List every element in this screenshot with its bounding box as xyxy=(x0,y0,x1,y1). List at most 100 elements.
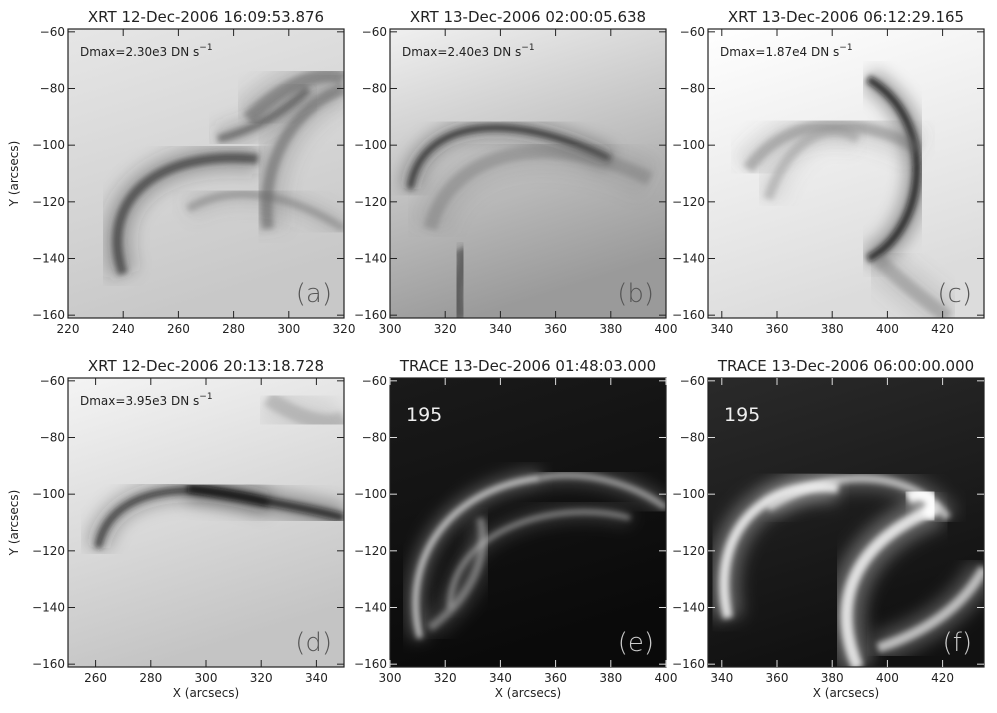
dmax-exponent: −1 xyxy=(199,43,212,53)
wavelength-label: 195 xyxy=(724,404,760,426)
panel-title: TRACE 13-Dec-2006 01:48:03.000 xyxy=(399,357,656,375)
dmax-annotation: Dmax=2.40e3 DN s−1 xyxy=(402,43,535,59)
panel-label: (b) xyxy=(617,279,654,309)
x-tick-label: 340 xyxy=(710,671,733,685)
x-tick-label: 420 xyxy=(931,322,954,336)
x-tick-label: 300 xyxy=(379,322,402,336)
panel-label: (e) xyxy=(618,628,654,658)
y-tick-label: −120 xyxy=(32,195,65,209)
y-tick-label: −100 xyxy=(32,487,65,501)
y-tick-label: −120 xyxy=(354,544,387,558)
x-tick-label: 240 xyxy=(112,322,135,336)
y-tick-label: −60 xyxy=(680,25,705,39)
y-tick-label: −100 xyxy=(672,487,705,501)
panel-image xyxy=(68,29,344,318)
x-tick-label: 280 xyxy=(139,671,162,685)
panel-label: (d) xyxy=(295,628,332,658)
y-tick-label: −80 xyxy=(40,82,65,96)
y-tick-label: −80 xyxy=(680,82,705,96)
y-tick-label: −120 xyxy=(354,195,387,209)
x-tick-label: 400 xyxy=(876,671,899,685)
y-tick-label: −140 xyxy=(672,601,705,615)
x-tick-label: 320 xyxy=(434,671,457,685)
y-tick-label: −140 xyxy=(354,601,387,615)
panel-image xyxy=(390,29,666,319)
panel-label: (c) xyxy=(937,279,972,309)
y-tick-label: −140 xyxy=(32,601,65,615)
y-tick-label: −160 xyxy=(32,308,65,322)
y-tick-label: −120 xyxy=(32,544,65,558)
x-tick-label: 360 xyxy=(544,671,567,685)
dmax-text: Dmax=2.30e3 DN s xyxy=(80,45,199,59)
x-tick-label: 380 xyxy=(821,671,844,685)
x-tick-label: 300 xyxy=(195,671,218,685)
x-tick-label: 380 xyxy=(599,322,622,336)
y-tick-label: −60 xyxy=(40,25,65,39)
y-tick-label: −140 xyxy=(672,252,705,266)
y-tick-label: −100 xyxy=(354,138,387,152)
x-tick-label: 280 xyxy=(222,322,245,336)
x-tick-label: 420 xyxy=(931,671,954,685)
x-axis-label: X (arcsecs) xyxy=(495,686,562,700)
panel-title: XRT 13-Dec-2006 06:12:29.165 xyxy=(728,8,964,26)
dmax-exponent: −1 xyxy=(521,43,534,53)
dmax-annotation: Dmax=1.87e4 DN s−1 xyxy=(720,43,853,59)
x-tick-label: 360 xyxy=(544,322,567,336)
y-tick-label: −100 xyxy=(32,138,65,152)
panel-label: (f) xyxy=(943,628,972,658)
y-tick-label: −120 xyxy=(672,544,705,558)
x-tick-label: 320 xyxy=(333,322,356,336)
dmax-exponent: −1 xyxy=(199,392,212,402)
x-tick-label: 340 xyxy=(710,322,733,336)
dmax-exponent: −1 xyxy=(839,43,852,53)
panel-image xyxy=(68,378,344,667)
image-background xyxy=(708,29,984,318)
panel-title: XRT 13-Dec-2006 02:00:05.638 xyxy=(410,8,646,26)
dmax-text: Dmax=2.40e3 DN s xyxy=(402,45,521,59)
figure: 220240260280300320−60−80−100−120−140−160… xyxy=(0,0,997,709)
x-axis-label: X (arcsecs) xyxy=(173,686,240,700)
dmax-annotation: Dmax=2.30e3 DN s−1 xyxy=(80,43,213,59)
x-tick-label: 360 xyxy=(766,322,789,336)
x-tick-label: 400 xyxy=(655,671,678,685)
y-axis-label: Y (arcsecs) xyxy=(7,490,21,557)
x-tick-label: 320 xyxy=(250,671,273,685)
loop xyxy=(457,249,463,319)
y-tick-label: −60 xyxy=(362,25,387,39)
y-tick-label: −80 xyxy=(362,82,387,96)
x-tick-label: 220 xyxy=(57,322,80,336)
y-tick-label: −160 xyxy=(354,657,387,671)
y-tick-label: −160 xyxy=(354,308,387,322)
y-tick-label: −60 xyxy=(40,374,65,388)
y-tick-label: −60 xyxy=(362,374,387,388)
x-tick-label: 380 xyxy=(599,671,622,685)
y-tick-label: −160 xyxy=(672,657,705,671)
panel-title: XRT 12-Dec-2006 16:09:53.876 xyxy=(88,8,324,26)
x-tick-label: 340 xyxy=(489,322,512,336)
dmax-text: Dmax=1.87e4 DN s xyxy=(720,45,839,59)
x-axis-label: X (arcsecs) xyxy=(813,686,880,700)
x-tick-label: 320 xyxy=(434,322,457,336)
panel: 340 360 380 400 420 −60 −80 −100 −120 −140 −160 TRA… xyxy=(672,357,984,700)
y-tick-label: −100 xyxy=(672,138,705,152)
panel-title: TRACE 13-Dec-2006 06:00:00.000 xyxy=(717,357,974,375)
y-tick-label: −80 xyxy=(40,431,65,445)
y-tick-label: −80 xyxy=(362,431,387,445)
y-tick-label: −60 xyxy=(680,374,705,388)
y-tick-label: −120 xyxy=(672,195,705,209)
x-tick-label: 380 xyxy=(821,322,844,336)
y-tick-label: −100 xyxy=(354,487,387,501)
panel-label: (a) xyxy=(296,279,332,309)
wavelength-label: 195 xyxy=(406,404,442,426)
x-tick-label: 300 xyxy=(277,322,300,336)
y-axis-label: Y (arcsecs) xyxy=(7,141,21,208)
y-tick-label: −140 xyxy=(32,252,65,266)
y-tick-label: −160 xyxy=(32,657,65,671)
panel-image xyxy=(708,29,984,318)
panel: 300320340360380400−60−80−100−120−140−160… xyxy=(354,357,677,700)
x-tick-label: 360 xyxy=(766,671,789,685)
y-tick-label: −80 xyxy=(680,431,705,445)
